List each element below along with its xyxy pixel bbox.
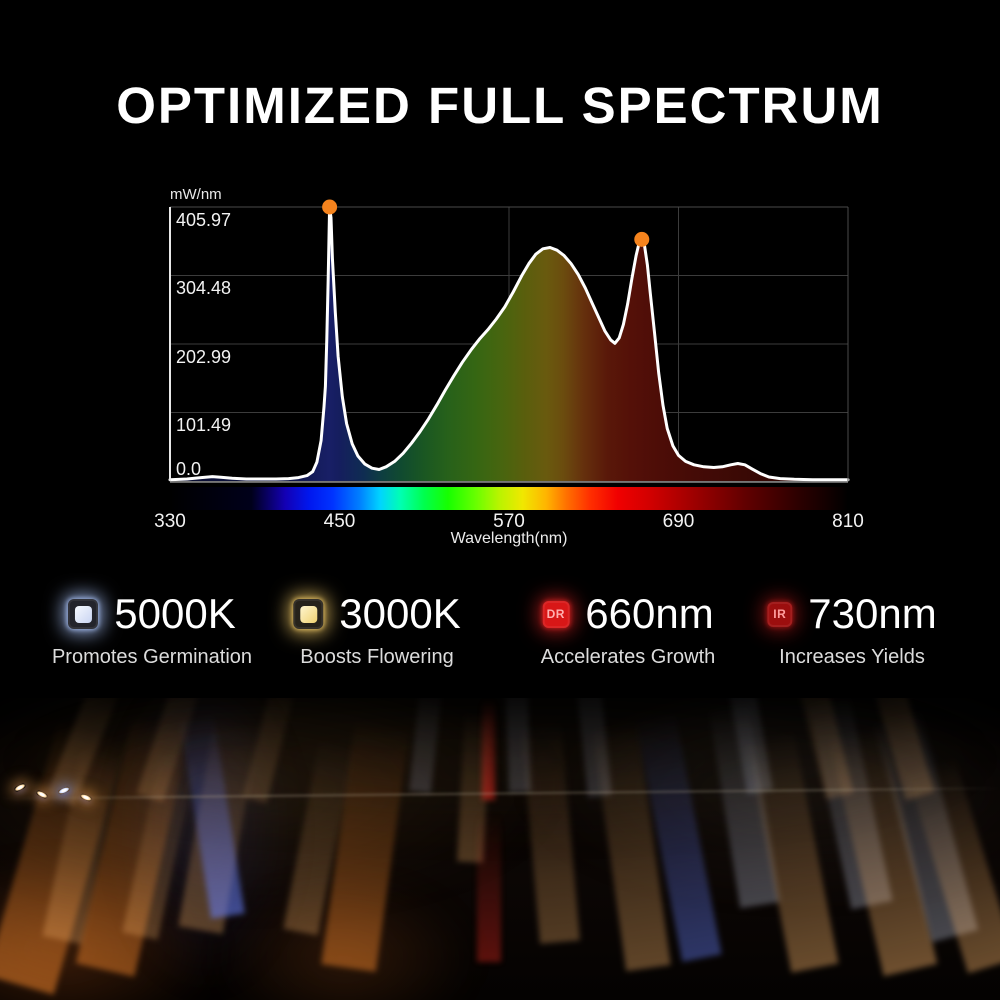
feature-item-730nm: IR 730nm Increases Yields xyxy=(767,590,937,669)
feature-item-3000k: 3000K Boosts Flowering xyxy=(293,590,461,669)
feature-description: Increases Yields xyxy=(779,646,925,668)
x-tick-label: 690 xyxy=(662,511,695,532)
light-beam xyxy=(504,698,531,793)
y-tick-label: 304.48 xyxy=(176,278,232,298)
x-tick-label: 330 xyxy=(154,511,186,532)
light-beam xyxy=(481,698,495,800)
led-chip-warm-icon xyxy=(293,599,324,629)
peak-marker xyxy=(322,199,338,215)
light-haze xyxy=(0,698,1000,840)
y-tick-label: 405.97 xyxy=(176,210,232,230)
light-haze xyxy=(215,878,475,1000)
feature-item-5000k: 5000K Promotes Germination xyxy=(52,593,252,669)
led-chip-deep-red-icon: DR xyxy=(542,600,570,628)
spectrum-curve-svg xyxy=(168,199,850,483)
x-tick-label: 810 xyxy=(832,511,864,532)
feature-label: 730nm xyxy=(808,590,937,637)
feature-label: 660nm xyxy=(585,590,714,637)
spectrum-chart: mW/nm 405.97 304.48 202.99 101.49 0.0 330 450… xyxy=(154,186,864,547)
spectrum-curve xyxy=(168,205,850,482)
led-chip-die xyxy=(74,605,92,623)
y-axis-unit: mW/nm xyxy=(170,186,222,203)
led-chip-text: IR xyxy=(773,607,787,621)
feature-label: 3000K xyxy=(339,590,461,637)
x-tick-label: 450 xyxy=(323,511,356,532)
light-haze xyxy=(520,698,1000,900)
led-chip-white-icon xyxy=(68,599,99,629)
x-axis-title: Wavelength(nm) xyxy=(450,530,568,547)
y-tick-label: 101.49 xyxy=(176,415,232,435)
feature-description: Promotes Germination xyxy=(51,646,253,668)
led-chip-text: DR xyxy=(546,607,565,621)
led-chip-die xyxy=(299,605,317,623)
feature-description: Accelerates Growth xyxy=(540,646,716,668)
chart-area-fill xyxy=(170,207,848,481)
spectrum-colorbar xyxy=(170,487,848,510)
feature-item-660nm: DR 660nm Accelerates Growth xyxy=(541,593,716,669)
feature-description: Boosts Flowering xyxy=(300,646,454,668)
led-chip-infrared-icon: IR xyxy=(767,601,793,627)
x-tick-label: 570 xyxy=(493,511,525,532)
led-board-photo xyxy=(0,698,1000,1000)
y-tick-label: 202.99 xyxy=(176,347,232,367)
page-title: OPTIMIZED FULL SPECTRUM xyxy=(116,77,884,134)
feature-label: 5000K xyxy=(114,590,236,637)
y-tick-label: 0.0 xyxy=(176,459,202,479)
light-beam xyxy=(477,792,501,962)
peak-marker xyxy=(634,231,650,247)
